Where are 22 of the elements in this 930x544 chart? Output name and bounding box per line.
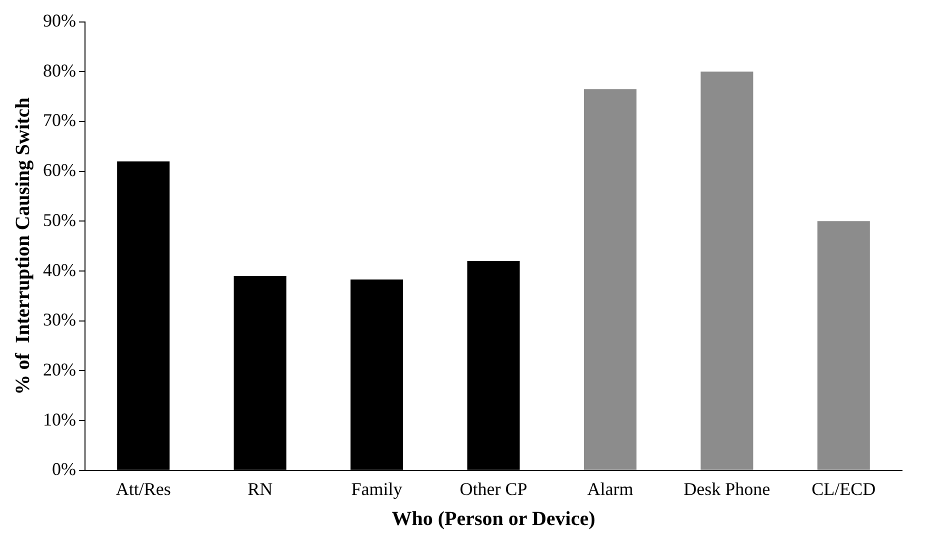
x-tick-label: Att/Res [116, 478, 171, 499]
y-tick-label: 20% [42, 359, 76, 380]
bar [817, 221, 870, 470]
x-axis-title: Who (Person or Device) [392, 508, 596, 530]
x-tick-label: Other CP [460, 478, 528, 499]
bar [700, 72, 754, 470]
y-tick-label: 70% [42, 110, 76, 130]
x-tick-label: CL/ECD [812, 478, 876, 499]
bar [584, 89, 636, 470]
y-tick-label: 60% [42, 160, 76, 180]
y-tick-label: 40% [42, 260, 76, 280]
y-tick-label: 80% [42, 60, 76, 80]
y-tick-label: 30% [42, 310, 76, 330]
y-tick-label: 50% [42, 210, 76, 230]
x-tick-label: Desk Phone [684, 478, 770, 499]
y-axis-title: % of Interruption Causing Switch [12, 97, 34, 395]
x-tick-label: RN [248, 478, 273, 499]
x-tick-label: Family [351, 478, 402, 499]
x-tick-label: Alarm [587, 478, 634, 499]
y-tick-label: 10% [42, 409, 76, 430]
y-tick-label: 0% [52, 459, 76, 480]
y-tick-label: 90% [42, 10, 76, 31]
